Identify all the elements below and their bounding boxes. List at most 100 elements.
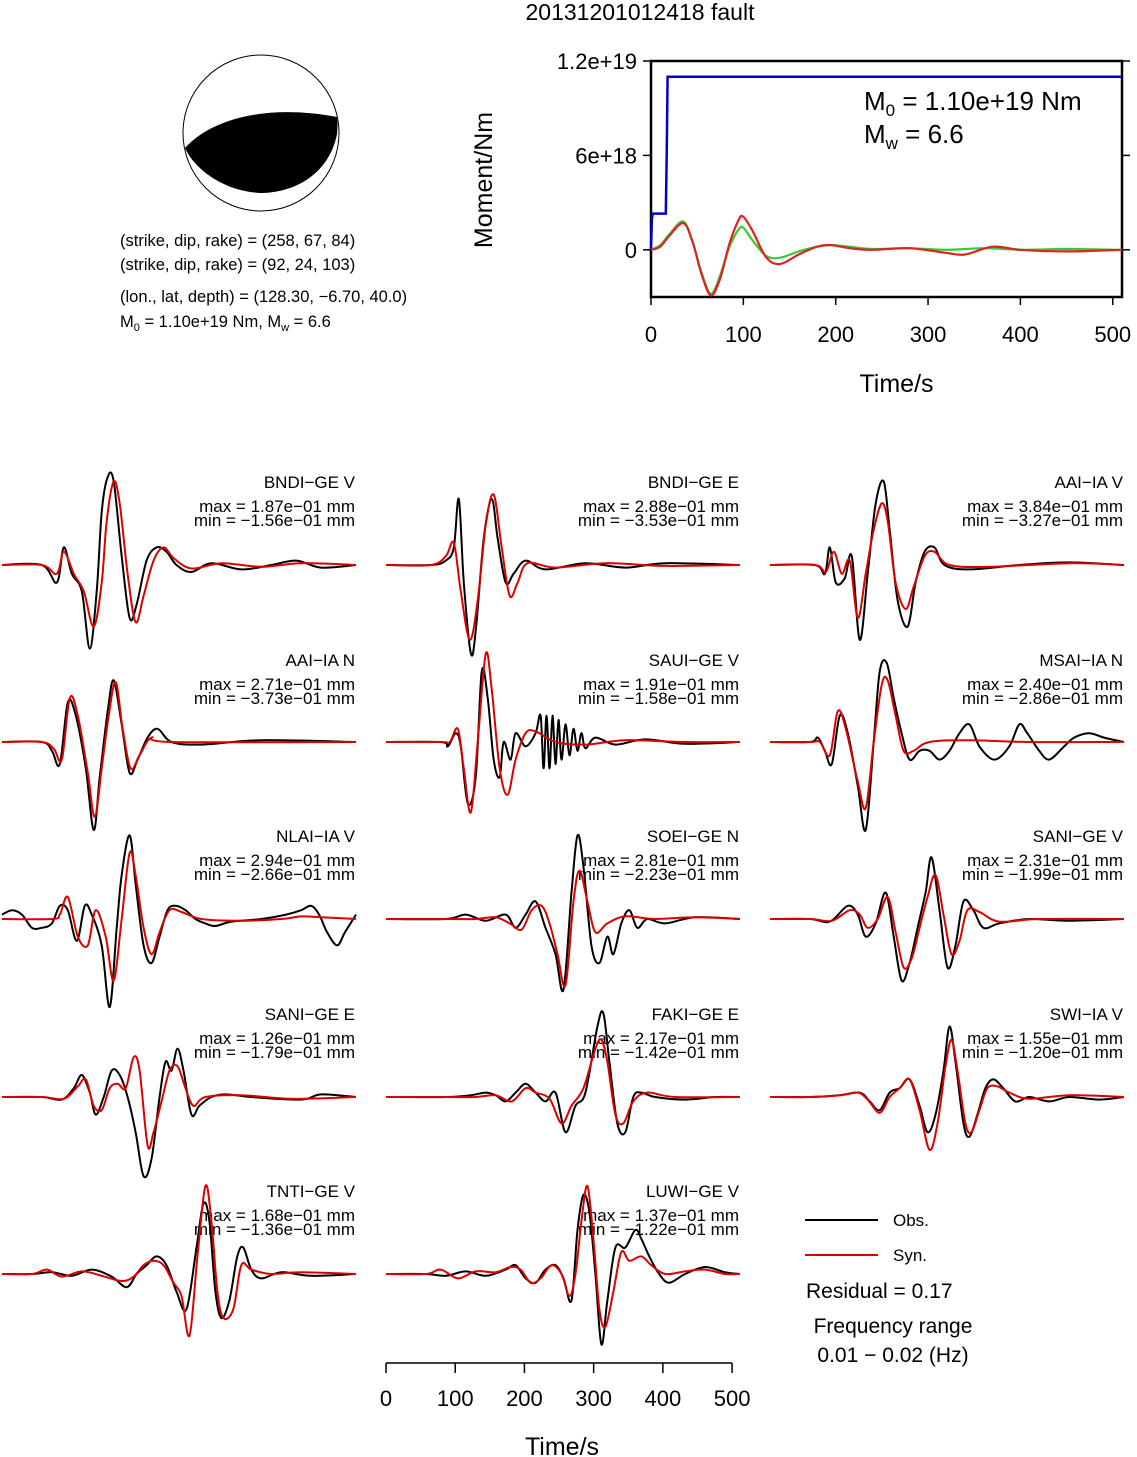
figure-title: 20131201012418 fault: [526, 0, 756, 25]
station-max: max = 1.26e−01 mm: [199, 1029, 355, 1048]
synthetic-trace: [769, 502, 1125, 619]
freq-title: Frequency range: [814, 1315, 973, 1338]
wave-x-tick-label: 400: [645, 1386, 682, 1411]
station-max: max = 1.55e−01 mm: [967, 1029, 1123, 1048]
plane1-text: (strike, dip, rake) = (258, 67, 84): [120, 232, 355, 250]
legend-obs-label: Obs.: [893, 1211, 929, 1230]
moment-x-tick-label: 200: [817, 322, 854, 347]
synthetic-trace: [1, 1055, 357, 1150]
observed-trace: [769, 479, 1125, 641]
station-max: max = 2.88e−01 mm: [583, 497, 739, 516]
station-max: max = 2.71e−01 mm: [199, 675, 355, 694]
station-max: max = 3.84e−01 mm: [967, 497, 1123, 516]
synthetic-trace: [769, 675, 1125, 811]
station-max: max = 2.17e−01 mm: [583, 1029, 739, 1048]
station-max: max = 1.87e−01 mm: [199, 497, 355, 516]
station-name: SOEI−GE N: [647, 827, 739, 846]
moment-summary-text: M0 = 1.10e+19 Nm, Mw = 6.6: [120, 313, 331, 334]
station-name: FAKI−GE E: [652, 1005, 739, 1024]
beachball-compression: [185, 112, 338, 193]
station-name: SAUI−GE V: [649, 651, 740, 670]
moment-y-tick-label: 1.2e+19: [557, 49, 637, 74]
moment-series-blue: [649, 75, 1122, 250]
station-max: max = 1.37e−01 mm: [583, 1206, 739, 1225]
synthetic-trace: [1, 1184, 357, 1338]
moment-series-green: [650, 220, 1123, 295]
mechanism-info: (strike, dip, rake) = (258, 67, 84) (str…: [120, 232, 407, 334]
observed-trace: [1, 1201, 357, 1320]
legend-syn-label: Syn.: [893, 1246, 927, 1265]
beachball: [182, 54, 340, 212]
moment-x-tick-label: 500: [1094, 322, 1131, 347]
moment-series-red: [650, 214, 1123, 297]
moment-x-axis-title: Time/s: [859, 370, 933, 398]
station-min: min = −3.53e−01 mm: [578, 511, 739, 530]
synthetic-trace: [1, 479, 357, 628]
plane2-text: (strike, dip, rake) = (92, 24, 103): [120, 256, 355, 274]
synthetic-trace: [769, 1038, 1125, 1151]
legend: Obs. Syn. Residual = 0.17 Frequency rang…: [805, 1211, 972, 1367]
station-min: min = −1.42e−01 mm: [578, 1043, 739, 1062]
synthetic-trace: [1, 681, 357, 818]
wave-x-tick-label: 0: [380, 1386, 392, 1411]
station-min: min = −3.27e−01 mm: [962, 511, 1123, 530]
station-name: AAI−IA N: [286, 651, 355, 670]
observed-trace: [1, 471, 357, 650]
station-min: min = −2.86e−01 mm: [962, 689, 1123, 708]
station-name: NLAI−IA V: [276, 827, 356, 846]
station-max: max = 2.31e−01 mm: [967, 851, 1123, 870]
moment-x-tick-label: 0: [645, 322, 657, 347]
moment-mw-part: = 6.6: [898, 119, 964, 149]
moment-m0-part: = 1.10e+19 Nm: [895, 86, 1081, 116]
station-name: TNTI−GE V: [267, 1182, 356, 1201]
station-min: min = −2.66e−01 mm: [194, 865, 355, 884]
observed-trace: [385, 833, 741, 993]
freq-value: 0.01 − 0.02 (Hz): [817, 1344, 968, 1367]
station-name: BNDI−GE V: [264, 473, 356, 492]
station-min: min = −1.99e−01 mm: [962, 865, 1123, 884]
moment-m0-part: 0: [886, 101, 895, 120]
residual-text: Residual = 0.17: [806, 1280, 953, 1303]
moment-panel: 0 100 200 300 400 500 0 6e+18 1.2e+19 Time/s Momen…: [470, 49, 1131, 398]
wave-x-tick-label: 100: [437, 1386, 474, 1411]
synthetic-trace: [385, 651, 741, 814]
moment-x-tick-label: 100: [725, 322, 762, 347]
synthetic-trace: [1, 850, 357, 982]
moment-x-tick-label: 300: [910, 322, 947, 347]
moment-mw-part: M: [864, 119, 886, 149]
station-min: min = −1.22e−01 mm: [578, 1220, 739, 1239]
wave-x-tick-label: 500: [714, 1386, 751, 1411]
station-min: min = −1.58e−01 mm: [578, 689, 739, 708]
station-min: min = −2.23e−01 mm: [578, 865, 739, 884]
moment-m0-text: M0 = 1.10e+19 Nm: [864, 86, 1082, 120]
station-min: min = −1.36e−01 mm: [194, 1220, 355, 1239]
moment-y-tick-label: 0: [625, 238, 637, 263]
wave-x-tick-label: 300: [575, 1386, 612, 1411]
station-name: AAI−IA V: [1054, 473, 1123, 492]
station-min: min = −1.20e−01 mm: [962, 1043, 1123, 1062]
observed-trace: [1, 834, 357, 1009]
wave-x-tick-label: 200: [506, 1386, 543, 1411]
station-max: max = 2.40e−01 mm: [967, 675, 1123, 694]
wave-x-axis-title: Time/s: [525, 1433, 599, 1457]
station-name: SANI−GE E: [265, 1005, 355, 1024]
station-name: LUWI−GE V: [646, 1182, 740, 1201]
station-name: MSAI−IA N: [1039, 651, 1123, 670]
location-text: (lon., lat, depth) = (128.30, −6.70, 40.…: [120, 288, 407, 306]
